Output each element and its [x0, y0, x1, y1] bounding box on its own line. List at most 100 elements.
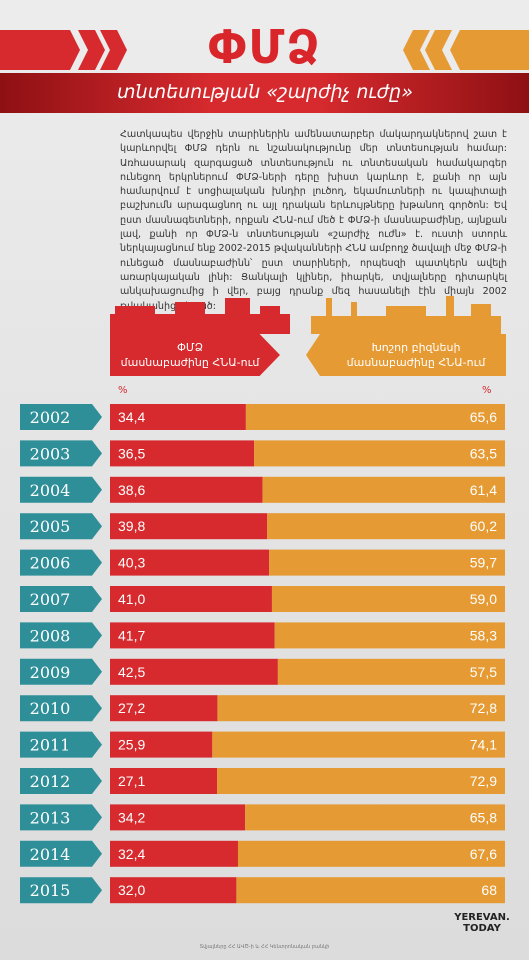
- bar-sme: [110, 840, 238, 867]
- bar-big-business-value: 72,9: [470, 773, 497, 789]
- year-tag: [20, 440, 102, 467]
- year-label: 2007: [30, 590, 71, 609]
- bar-big-business-value: 61,4: [470, 482, 497, 498]
- bar-sme: [110, 658, 278, 685]
- legend-sme-line2: մասնաբաժինը ՀՆԱ-ում: [120, 356, 260, 369]
- bar-big-business: [212, 731, 505, 758]
- year-label: 2005: [30, 517, 71, 536]
- bar-sme-value: 34,4: [118, 409, 145, 425]
- legend-big-business-label: Խոշոր բիզնեսի մասնաբաժինը ՀՆԱ-ում: [326, 340, 506, 370]
- year-label: 2002: [30, 408, 71, 427]
- subtitle-bar: [0, 73, 529, 113]
- intro-text: Հատկապես վերջին տարիներին ամենատարբեր մա…: [120, 129, 507, 312]
- sme-factory-illustration: [110, 298, 290, 334]
- bar-sme: [110, 513, 268, 540]
- year-label: 2015: [30, 881, 71, 900]
- bar-sme: [110, 586, 272, 612]
- bar-big-business-value: 65,8: [470, 809, 497, 825]
- year-tag: [20, 549, 102, 576]
- stacked-bar-chart: 2002 34,4 65,6 2003 36,5 63,5 2004 38,6 61,4 2005…: [20, 404, 506, 904]
- bar-sme-value: 34,2: [118, 809, 145, 825]
- source-note: Տվյալները ՀՀ ԱՎԾ-ի և ՀՀ Կենտրոնական բանկ…: [199, 944, 330, 950]
- bar-big-business-value: 60,2: [470, 518, 497, 534]
- bar-big-business: [262, 476, 505, 503]
- bar-big-business: [277, 658, 505, 685]
- bar-big-business-value: 63,5: [470, 445, 497, 461]
- bar-sme: [110, 440, 255, 467]
- bar-sme: [110, 622, 275, 649]
- year-tag: [20, 768, 102, 794]
- bar-big-business-value: 58,3: [470, 627, 497, 643]
- bar-sme-value: 41,7: [118, 627, 145, 643]
- year-label: 2013: [30, 808, 71, 827]
- bar-big-business: [217, 695, 505, 722]
- header-stripes: [0, 30, 529, 70]
- legend-big-business-arrow: [306, 334, 506, 376]
- bar-sme: [110, 804, 246, 831]
- bar-sme-value: 27,2: [118, 700, 145, 716]
- bar-sme-value: 39,8: [118, 518, 145, 534]
- legend-big-line1: Խոշոր բիզնեսի: [371, 341, 461, 354]
- logo-line2: TODAY: [463, 923, 501, 934]
- year-tag: [20, 586, 102, 612]
- bar-big-business-value: 67,6: [470, 846, 497, 862]
- header: ՓՄՁ տնտեսության «շարժիչ ուժը»: [0, 0, 529, 120]
- bar-sme: [110, 695, 218, 722]
- year-label: 2012: [30, 772, 71, 791]
- bar-big-business: [269, 549, 505, 576]
- bar-big-business-value: 57,5: [470, 664, 497, 680]
- bar-big-business-value: 68: [481, 882, 497, 898]
- bar-sme-value: 32,0: [118, 882, 145, 898]
- big-business-illustration: [311, 296, 501, 334]
- bar-sme: [110, 476, 263, 503]
- bar-sme: [110, 549, 270, 576]
- year-label: 2006: [30, 554, 71, 573]
- bar-sme: [110, 404, 246, 430]
- year-tag: [20, 731, 102, 758]
- bar-big-business: [271, 586, 505, 612]
- bar-sme: [110, 877, 237, 904]
- page-title: ՓՄՁ: [208, 20, 322, 74]
- year-tag: [20, 877, 102, 904]
- year-label: 2014: [30, 845, 71, 864]
- year-tag: [20, 840, 102, 867]
- bar-sme-value: 41,0: [118, 591, 145, 607]
- year-tag: [20, 622, 102, 649]
- percent-right: %: [482, 385, 492, 396]
- bar-sme-value: 25,9: [118, 737, 145, 753]
- bar-sme-value: 27,1: [118, 773, 145, 789]
- year-label: 2008: [30, 626, 71, 645]
- yerevan-today-logo: YEREVAN. TODAY: [447, 912, 517, 934]
- bar-sme-value: 38,6: [118, 482, 145, 498]
- year-tag: [20, 404, 102, 430]
- page-subtitle: տնտեսության «շարժիչ ուժը»: [117, 81, 413, 103]
- bar-big-business: [236, 877, 505, 904]
- bar-sme: [110, 768, 218, 794]
- legend-sme-arrow: [110, 334, 280, 376]
- bar-big-business: [254, 440, 505, 467]
- bar-big-business: [245, 404, 505, 430]
- year-tag: [20, 804, 102, 831]
- logo-line1: YEREVAN.: [454, 912, 510, 923]
- bar-big-business-value: 59,0: [470, 591, 497, 607]
- bar-big-business-value: 72,8: [470, 700, 497, 716]
- year-tag: [20, 658, 102, 685]
- legend-big-line2: մասնաբաժինը ՀՆԱ-ում: [346, 356, 486, 369]
- year-label: 2009: [30, 663, 71, 682]
- year-tag: [20, 513, 102, 540]
- bar-big-business-value: 59,7: [470, 555, 497, 571]
- bar-big-business: [245, 804, 505, 831]
- percent-left: %: [118, 385, 128, 396]
- legend-sme-label: ՓՄՁ մասնաբաժինը ՀՆԱ-ում: [110, 340, 270, 370]
- year-label: 2004: [30, 481, 71, 500]
- bar-sme-value: 42,5: [118, 664, 145, 680]
- bar-big-business-value: 74,1: [470, 737, 497, 753]
- year-label: 2011: [30, 736, 71, 755]
- bar-big-business: [237, 840, 506, 867]
- bar-big-business: [267, 513, 505, 540]
- legend-sme-line1: ՓՄՁ: [176, 341, 204, 354]
- year-label: 2003: [30, 444, 71, 463]
- bar-sme-value: 32,4: [118, 846, 145, 862]
- bar-sme-value: 40,3: [118, 555, 145, 571]
- year-tag: [20, 476, 102, 503]
